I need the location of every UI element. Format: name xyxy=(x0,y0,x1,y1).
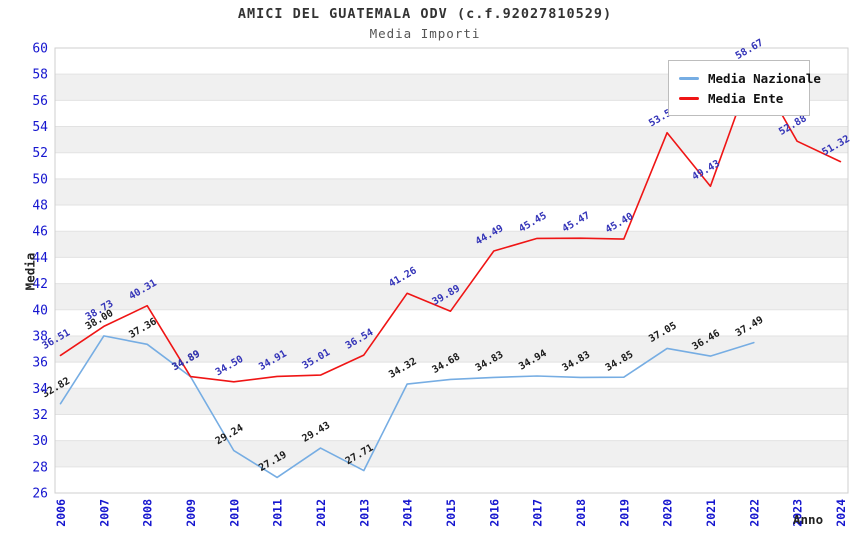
legend-item-media-ente: Media Ente xyxy=(679,88,801,108)
svg-text:46: 46 xyxy=(32,225,48,240)
svg-text:2010: 2010 xyxy=(227,499,241,527)
svg-text:2009: 2009 xyxy=(184,499,198,527)
svg-text:38: 38 xyxy=(32,329,48,344)
chart-title: AMICI DEL GUATEMALA ODV (c.f.92027810529… xyxy=(237,6,613,22)
plot-bands xyxy=(55,74,848,467)
svg-text:60: 60 xyxy=(32,42,48,57)
svg-text:28: 28 xyxy=(32,460,48,475)
svg-text:58.67: 58.67 xyxy=(734,37,766,62)
svg-text:2008: 2008 xyxy=(141,499,155,527)
svg-text:48: 48 xyxy=(32,199,48,214)
svg-text:44: 44 xyxy=(32,251,48,266)
svg-text:2021: 2021 xyxy=(704,499,718,527)
svg-text:26: 26 xyxy=(32,487,48,502)
svg-text:2020: 2020 xyxy=(661,499,675,527)
svg-text:2013: 2013 xyxy=(357,499,371,527)
legend-label-nazionale: Media Nazionale xyxy=(708,70,821,86)
series-line-media-nazionale xyxy=(59,335,755,479)
svg-text:2016: 2016 xyxy=(487,499,501,527)
svg-text:2007: 2007 xyxy=(97,499,111,527)
svg-text:2015: 2015 xyxy=(444,499,458,527)
svg-text:2012: 2012 xyxy=(314,499,328,527)
svg-text:2014: 2014 xyxy=(401,499,415,527)
x-axis-tick-labels: 2006 2007 2008 2009 2010 2011 2012 2013 2014 2015… xyxy=(54,499,848,527)
svg-text:2006: 2006 xyxy=(54,499,68,527)
svg-text:58: 58 xyxy=(32,68,48,83)
svg-text:40: 40 xyxy=(32,303,48,318)
chart-subtitle: Media Importi xyxy=(369,26,481,41)
series-line-media-ente xyxy=(59,64,842,383)
svg-text:54: 54 xyxy=(32,120,48,135)
svg-text:30: 30 xyxy=(32,434,48,449)
y-axis-tick-labels: 26 28 30 32 34 36 38 40 42 44 46 48 50 52 54 56 58 60 xyxy=(32,42,48,502)
x-axis-title: Anno xyxy=(793,512,824,527)
ente-line-swatch-icon xyxy=(679,96,699,100)
svg-text:34: 34 xyxy=(32,382,48,397)
chart-legend: Media Nazionale Media Ente xyxy=(668,60,821,116)
svg-text:56: 56 xyxy=(32,94,48,109)
svg-text:2023: 2023 xyxy=(791,499,805,527)
svg-text:42: 42 xyxy=(32,277,48,292)
svg-text:2011: 2011 xyxy=(271,499,285,527)
y-axis-title: Media xyxy=(22,252,38,291)
svg-text:2018: 2018 xyxy=(574,499,588,527)
svg-text:36: 36 xyxy=(32,356,48,371)
svg-text:2024: 2024 xyxy=(834,499,848,527)
svg-text:2017: 2017 xyxy=(531,499,545,527)
svg-text:52: 52 xyxy=(32,146,48,161)
legend-label-ente: Media Ente xyxy=(708,90,784,106)
legend-item-media-nazionale: Media Nazionale xyxy=(679,68,821,88)
svg-text:2019: 2019 xyxy=(617,499,631,527)
plot-border xyxy=(54,47,849,494)
nazionale-line-swatch-icon xyxy=(679,76,699,80)
svg-text:2022: 2022 xyxy=(747,499,761,527)
svg-text:32: 32 xyxy=(32,408,48,423)
svg-text:50: 50 xyxy=(32,172,48,187)
